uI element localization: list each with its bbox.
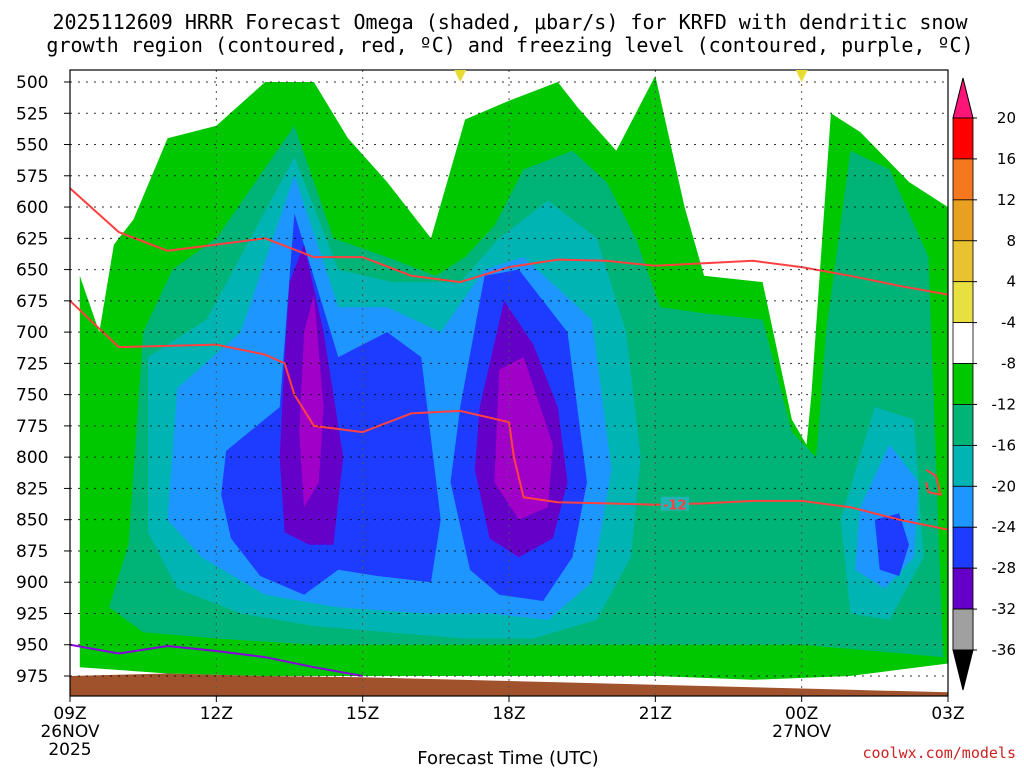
x-tick-year-09Z: 2025 (48, 740, 91, 760)
chart-title-line-2: growth region (contoured, red, ºC) and f… (46, 33, 973, 57)
ground-terrain (70, 673, 948, 696)
y-tick-label-725: 725 (16, 354, 48, 374)
colorbar-swatch-4 (952, 281, 974, 324)
y-tick-label-900: 900 (16, 573, 48, 593)
y-tick-label-750: 750 (16, 386, 48, 406)
x-tick-label-15Z: 15Z (346, 704, 379, 724)
colorbar-swatch-6 (952, 363, 974, 405)
y-tick-label-500: 500 (16, 73, 48, 93)
colorbar-label-0: 20 (997, 109, 1016, 127)
colorbar-label-2: 12 (997, 191, 1016, 209)
colorbar-label-11: -28 (992, 559, 1017, 577)
dgz-contour-1 (70, 300, 948, 531)
colorbar-swatch-1 (952, 158, 974, 201)
y-tick-label-525: 525 (16, 104, 48, 124)
chart-title-line-1: 2025112609 HRRR Forecast Omega (shaded, … (52, 10, 968, 34)
colorbar-swatch-8 (952, 444, 974, 487)
x-tick-label-21Z: 21Z (639, 704, 672, 724)
colorbar-label-1: 16 (997, 150, 1016, 168)
colorbar-top-arrow (952, 77, 974, 119)
sounding-marker-0 (454, 70, 467, 82)
colorbar-label-3: 8 (1006, 232, 1016, 250)
colorbar-label-5: -4 (1001, 314, 1016, 332)
y-tick-label-675: 675 (16, 292, 48, 312)
y-tick-label-600: 600 (16, 198, 48, 218)
y-tick-label-950: 950 (16, 636, 48, 656)
plot-area: -12 (70, 70, 948, 696)
colorbar-label-10: -24 (992, 518, 1017, 536)
colorbar-swatch-2 (952, 199, 974, 242)
y-tick-label-775: 775 (16, 417, 48, 437)
omega-region-12-level--28 (494, 357, 553, 520)
colorbar: 20 16 12 8 4 -4 -8 -12 -16 -20 -24 -28 -32 -36 (952, 77, 1017, 691)
colorbar-swatch-11 (952, 567, 974, 610)
x-tick-label-09Z: 09Z (53, 704, 86, 724)
y-tick-label-575: 575 (16, 167, 48, 187)
x-tick-label-03Z: 03Z (931, 704, 964, 724)
y-tick-label-975: 975 (16, 667, 48, 687)
x-tick-label-18Z: 18Z (492, 704, 525, 724)
y-tick-label-550: 550 (16, 136, 48, 156)
colorbar-swatch-lowest (952, 608, 974, 651)
omega-region-11-level--28 (299, 294, 324, 508)
colorbar-label-9: -20 (992, 477, 1017, 495)
y-tick-label-650: 650 (16, 261, 48, 281)
colorbar-label-6: -8 (1001, 355, 1016, 373)
colorbar-swatch-5 (952, 322, 974, 364)
colorbar-swatch-9 (952, 485, 974, 528)
omega-region-8-level--20 (874, 513, 909, 576)
x-tick-label-12Z: 12Z (200, 704, 233, 724)
axes: 500 525 550 575 600 625 650 675 700 725 750 775 800 8… (16, 69, 965, 760)
colorbar-bottom-arrow (952, 649, 974, 691)
colorbar-swatch-10 (952, 526, 974, 569)
colorbar-label-4: 4 (1006, 273, 1016, 291)
colorbar-swatch-7 (952, 404, 974, 446)
y-tick-label-800: 800 (16, 448, 48, 468)
x-tick-date-09Z: 26NOV (40, 722, 99, 742)
colorbar-swatch-0 (952, 117, 974, 160)
colorbar-label-8: -16 (992, 436, 1017, 454)
credit-text: coolwx.com/models (862, 744, 1016, 762)
sounding-marker-1 (795, 70, 808, 82)
x-tick-date-00Z: 27NOV (772, 722, 831, 742)
y-tick-label-825: 825 (16, 479, 48, 499)
colorbar-label-13: -36 (992, 641, 1017, 659)
y-tick-label-700: 700 (16, 323, 48, 343)
x-axis-label: Forecast Time (UTC) (417, 748, 598, 768)
x-tick-label-00Z: 00Z (785, 704, 818, 724)
dgz-label-bg (660, 496, 689, 511)
plot-layers: -12 (70, 70, 948, 696)
y-tick-label-625: 625 (16, 229, 48, 249)
colorbar-label-12: -32 (992, 600, 1017, 618)
y-tick-label-875: 875 (16, 542, 48, 562)
y-tick-label-925: 925 (16, 604, 48, 624)
colorbar-swatch-3 (952, 240, 974, 283)
colorbar-label-7: -12 (992, 395, 1017, 413)
y-tick-label-850: 850 (16, 511, 48, 531)
dgz-contour-label: -12 (663, 499, 687, 514)
